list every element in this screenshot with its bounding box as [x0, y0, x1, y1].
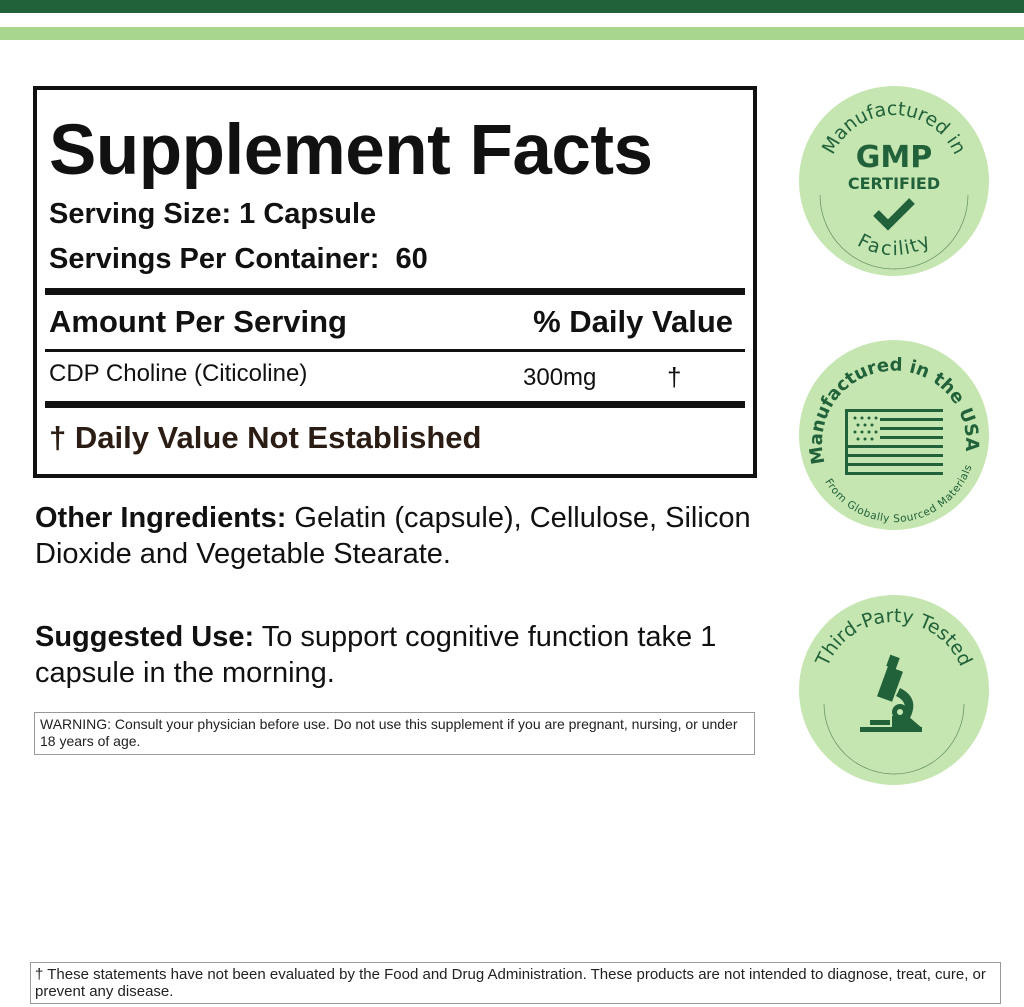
supplement-facts-panel: Supplement Facts Serving Size: 1 Capsule… — [33, 86, 757, 478]
other-ingredients-text: Gelatin (capsule), Cellulose, Silicon Di… — [35, 502, 751, 570]
warning-box: WARNING: Consult your physician before u… — [34, 712, 755, 755]
suggested-use-text: To support cognitive function take 1 cap… — [35, 621, 717, 689]
other-ingredients-label: Other Ingredients: — [35, 502, 287, 534]
daily-value-footnote: † Daily Value Not Established — [49, 420, 482, 455]
servings-per-container: Servings Per Container: 60 — [49, 243, 428, 275]
top-light-green-bar — [0, 27, 1024, 40]
thick-divider — [45, 288, 745, 295]
checkmark-icon — [873, 198, 915, 231]
ingredient-amount: 300mg — [523, 364, 597, 391]
gmp-certified-badge: Manufactured in GMP CERTIFIED Facility — [799, 86, 989, 276]
ingredient-name: CDP Choline (Citicoline) — [49, 360, 308, 387]
top-dark-green-bar — [0, 0, 1024, 13]
fda-disclaimer: † These statements have not been evaluat… — [30, 962, 1001, 1004]
certified-text: CERTIFIED — [848, 174, 940, 193]
facts-title: Supplement Facts — [49, 111, 653, 190]
gmp-text: GMP — [856, 140, 932, 175]
us-flag-icon — [845, 409, 943, 475]
ingredient-daily-value: † — [667, 362, 682, 392]
microscope-icon — [860, 654, 922, 732]
other-ingredients: Other Ingredients: Gelatin (capsule), Ce… — [35, 500, 755, 572]
made-in-usa-badge: Manufactured in the USA From Globally So… — [799, 340, 989, 530]
daily-value-header: % Daily Value — [533, 304, 733, 339]
serving-size: Serving Size: 1 Capsule — [49, 198, 377, 230]
thick-divider — [45, 401, 745, 408]
thin-divider — [45, 349, 745, 352]
suggested-use-label: Suggested Use: — [35, 621, 255, 653]
suggested-use: Suggested Use: To support cognitive func… — [35, 619, 755, 691]
third-party-tested-badge: Third-Party Tested — [799, 595, 989, 785]
amount-per-serving-header: Amount Per Serving — [49, 304, 347, 339]
